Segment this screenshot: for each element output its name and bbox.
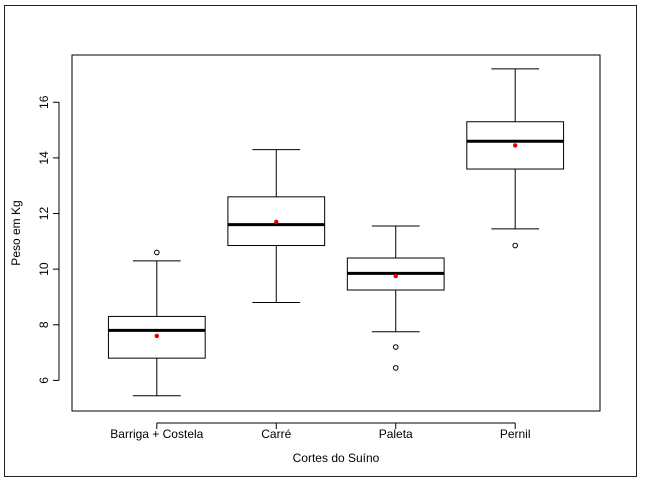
x-tick-label: Pernil [500,427,531,441]
box-group [346,225,445,371]
mean-marker [154,333,160,339]
y-tick-label: 12 [37,207,51,221]
outlier-point [512,242,518,249]
y-tick-label: 14 [37,151,51,165]
y-tick-label: 6 [37,377,51,384]
y-tick-label: 10 [37,262,51,276]
box-group [227,149,326,304]
boxes-layer [107,68,565,397]
outlier-point [392,344,399,350]
mean-marker [512,143,518,148]
outlier-point [392,365,399,371]
x-axis: Barriga + Costela Carré Paleta Pernil [110,422,531,441]
mean-marker [274,219,279,225]
y-tick-label: 16 [37,95,51,109]
outlier-point [154,249,160,256]
mean-marker [393,273,398,279]
x-tick-label: Barriga + Costela [110,427,203,441]
box-group [107,249,206,397]
x-axis-title: Cortes do Suíno [293,451,380,465]
y-tick-label: 8 [37,321,51,328]
x-tick-label: Carré [261,427,291,441]
y-axis: 6 8 10 12 14 16 [37,95,60,384]
plot-area-border [71,54,601,412]
y-axis-title: Peso em Kg [9,200,23,265]
x-tick-label: Paleta [379,427,413,441]
box-group [466,68,565,249]
